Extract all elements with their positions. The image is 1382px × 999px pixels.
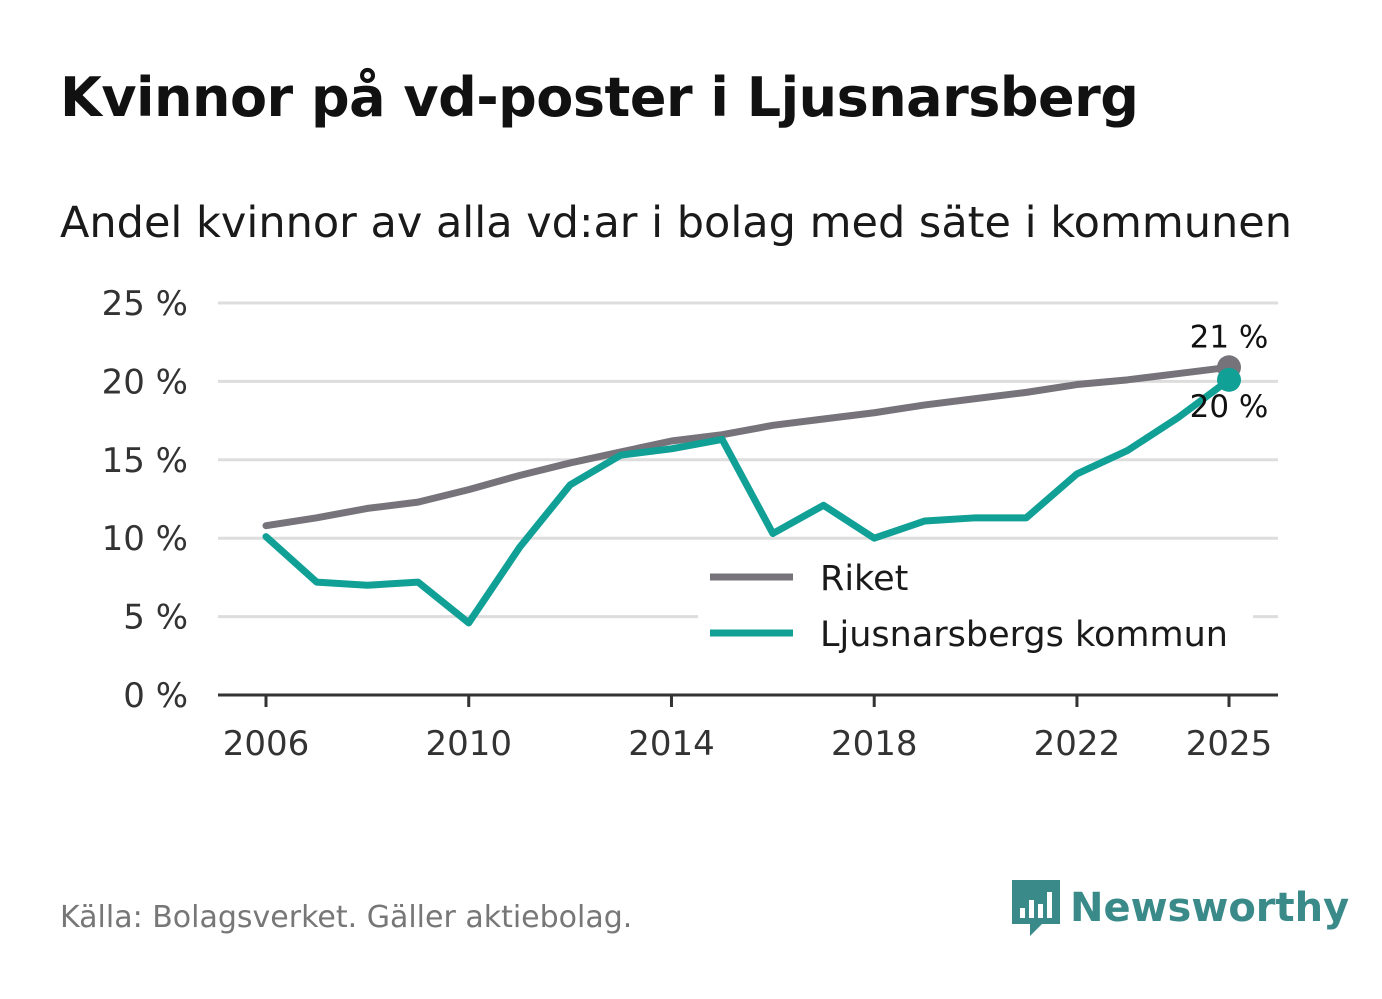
end-label-kommun: 20 % (1190, 389, 1269, 425)
legend-label-riket: Riket (820, 559, 908, 599)
source-note: Källa: Bolagsverket. Gäller aktiebolag. (60, 900, 633, 935)
x-tick-label: 2022 (1034, 724, 1121, 764)
legend-label-kommun: Ljusnarsbergs kommun (820, 615, 1228, 655)
x-tick-label: 2006 (223, 724, 310, 764)
x-tick-label: 2010 (425, 724, 512, 764)
series-line-kommun (262, 376, 1233, 627)
y-tick-label: 5 % (123, 598, 188, 638)
brand-name: Newsworthy (1070, 885, 1350, 931)
y-tick-label: 25 % (102, 284, 188, 324)
x-tick-label: 2018 (831, 724, 918, 764)
x-tick-label: 2014 (628, 724, 715, 764)
legend: Riket Ljusnarsbergs kommun (698, 552, 1253, 668)
brand-logo: Newsworthy (1010, 878, 1349, 938)
y-tick-label: 20 % (102, 362, 188, 402)
y-tick-label: 15 % (102, 441, 188, 481)
end-label-riket: 21 % (1190, 319, 1269, 355)
y-tick-label: 10 % (102, 519, 188, 559)
chart-subtitle: Andel kvinnor av alla vd:ar i bolag med … (60, 198, 1292, 248)
series-line-riket (262, 363, 1233, 530)
x-tick-label: 2025 (1186, 724, 1273, 764)
newsworthy-logo-icon (1012, 880, 1060, 936)
end-point-kommun (1217, 367, 1241, 392)
legend-background (698, 552, 1253, 668)
y-tick-label: 0 % (123, 676, 188, 716)
chart-title: Kvinnor på vd-poster i Ljusnarsberg (60, 66, 1139, 129)
